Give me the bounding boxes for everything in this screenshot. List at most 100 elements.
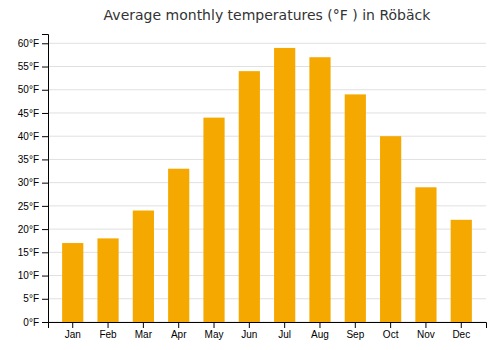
y-tick-label: 35°F [18, 154, 39, 165]
grid-line [48, 89, 486, 90]
x-axis: Jan Feb Mar Apr May Jun Jul Aug Sep Oct Nov Dec [49, 322, 487, 340]
bar [451, 220, 472, 322]
y-tick: 45°F [18, 108, 48, 119]
x-tick-mark [319, 322, 320, 328]
x-tick-label: Mar [135, 329, 153, 340]
x-tick: Apr [171, 322, 187, 340]
x-tick-mark [249, 322, 250, 328]
x-tick: Sep [346, 322, 364, 340]
y-tick-mark [42, 90, 48, 91]
x-tick-mark [284, 322, 285, 328]
y-tick: 25°F [18, 201, 48, 212]
y-tick-mark [42, 113, 48, 114]
y-tick: 0°F [23, 317, 48, 328]
title: Average monthly temperatures (°F ) in Rö… [104, 7, 432, 23]
plot: 0°F 5°F 10°F 15°F 20°F 25°F 30°F 35°F 40°F 45°F 50… [18, 35, 487, 341]
y-tick: 20°F [18, 224, 48, 235]
y-tick-mark [42, 299, 48, 300]
x-tick: Oct [383, 322, 399, 340]
y-tick: 5°F [23, 293, 48, 304]
grid-line [48, 182, 486, 183]
y-tick-label: 5°F [23, 293, 39, 304]
y-tick: 35°F [18, 154, 48, 165]
y-tick-label: 30°F [18, 177, 39, 188]
y-tick-mark [42, 229, 48, 230]
y-axis: 0°F 5°F 10°F 15°F 20°F 25°F 30°F 35°F 40°F 45°F 50… [18, 35, 49, 328]
y-tick: 15°F [18, 247, 48, 258]
y-tick-label: 55°F [18, 61, 39, 72]
x-tick-label: Oct [383, 329, 399, 340]
x-tick-label: Apr [171, 329, 187, 340]
x-tick: Feb [99, 322, 117, 340]
x-tick: Jan [65, 322, 81, 340]
x-tick-label: Jan [65, 329, 81, 340]
y-tick-mark [42, 183, 48, 184]
y-tick-label: 40°F [18, 131, 39, 142]
x-tick-mark [214, 322, 215, 328]
x-tick: Jul [278, 322, 291, 340]
y-axis-line [42, 35, 49, 323]
bar [309, 57, 330, 322]
x-tick: Aug [311, 322, 329, 340]
bar [168, 169, 189, 322]
x-tick-label: Jun [241, 329, 257, 340]
x-tick-mark [178, 322, 179, 328]
grid-line [48, 43, 486, 44]
y-tick-mark [42, 206, 48, 207]
x-tick-label: Dec [452, 329, 470, 340]
x-tick: Nov [417, 322, 435, 340]
bar [203, 118, 224, 322]
y-tick-mark [42, 276, 48, 277]
y-tick-mark [42, 159, 48, 160]
x-tick: Mar [135, 322, 153, 340]
y-tick-label: 60°F [18, 38, 39, 49]
x-tick-mark [355, 322, 356, 328]
grid-line [48, 112, 486, 113]
y-tick-label: 50°F [18, 84, 39, 95]
x-tick: May [205, 322, 224, 340]
x-tick-mark [143, 322, 144, 328]
grid-line [48, 159, 486, 160]
bar [380, 136, 401, 322]
y-tick: 30°F [18, 177, 48, 188]
y-tick: 60°F [18, 38, 48, 49]
bar [345, 94, 366, 322]
grid-line [48, 66, 486, 67]
y-tick-mark [42, 322, 48, 323]
bars [62, 48, 472, 322]
bar [239, 71, 260, 322]
x-tick-label: Nov [417, 329, 435, 340]
y-tick-mark [42, 43, 48, 44]
x-tick-mark [108, 322, 109, 328]
x-tick-mark [72, 322, 73, 328]
x-tick-label: Feb [99, 329, 117, 340]
x-tick-label: May [205, 329, 224, 340]
y-tick: 50°F [18, 84, 48, 95]
y-tick: 10°F [18, 270, 48, 281]
y-tick-label: 15°F [18, 247, 39, 258]
x-tick-label: Aug [311, 329, 329, 340]
y-tick-mark [42, 252, 48, 253]
y-tick-mark [42, 136, 48, 137]
grid-line [48, 136, 486, 137]
bar [274, 48, 295, 322]
y-tick-label: 10°F [18, 270, 39, 281]
y-tick-label: 0°F [23, 317, 39, 328]
bar [415, 187, 436, 322]
y-tick: 55°F [18, 61, 48, 72]
y-tick-label: 25°F [18, 201, 39, 212]
x-axis-line [49, 323, 487, 329]
grid [48, 43, 486, 322]
x-tick: Jun [241, 322, 257, 340]
y-tick: 40°F [18, 131, 48, 142]
chart: 0°F 5°F 10°F 15°F 20°F 25°F 30°F 35°F 40°F 45°F 50… [0, 0, 500, 350]
y-tick-label: 20°F [18, 224, 39, 235]
x-tick-label: Sep [346, 329, 364, 340]
x-tick-mark [425, 322, 426, 328]
x-tick: Dec [452, 322, 470, 340]
bar [62, 243, 83, 322]
y-tick-mark [42, 67, 48, 68]
x-tick-mark [461, 322, 462, 328]
y-tick-label: 45°F [18, 108, 39, 119]
bar [97, 238, 118, 322]
